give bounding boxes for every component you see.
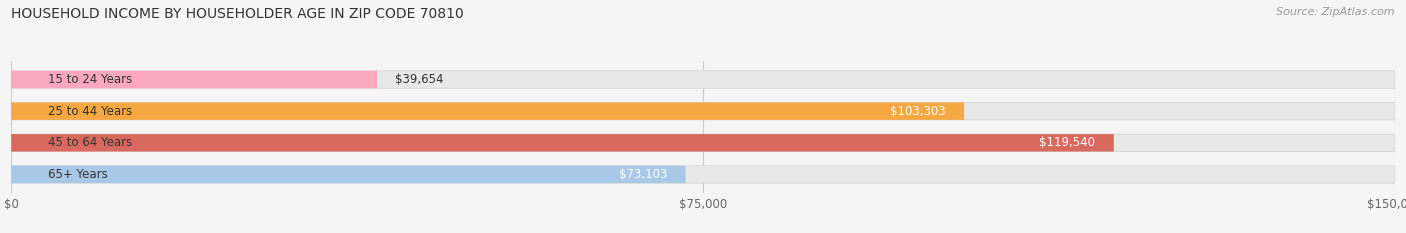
Text: 25 to 44 Years: 25 to 44 Years — [48, 105, 132, 118]
Text: 45 to 64 Years: 45 to 64 Years — [48, 136, 132, 149]
FancyBboxPatch shape — [11, 134, 1114, 151]
Text: $103,303: $103,303 — [890, 105, 946, 118]
FancyBboxPatch shape — [11, 71, 377, 88]
Text: HOUSEHOLD INCOME BY HOUSEHOLDER AGE IN ZIP CODE 70810: HOUSEHOLD INCOME BY HOUSEHOLDER AGE IN Z… — [11, 7, 464, 21]
FancyBboxPatch shape — [11, 103, 965, 120]
FancyBboxPatch shape — [11, 166, 1395, 183]
FancyBboxPatch shape — [11, 134, 1395, 151]
Text: 15 to 24 Years: 15 to 24 Years — [48, 73, 132, 86]
FancyBboxPatch shape — [11, 166, 686, 183]
FancyBboxPatch shape — [11, 103, 1395, 120]
Text: $73,103: $73,103 — [619, 168, 666, 181]
Text: $119,540: $119,540 — [1039, 136, 1095, 149]
FancyBboxPatch shape — [11, 71, 1395, 88]
Text: 65+ Years: 65+ Years — [48, 168, 108, 181]
Text: Source: ZipAtlas.com: Source: ZipAtlas.com — [1277, 7, 1395, 17]
Text: $39,654: $39,654 — [395, 73, 444, 86]
